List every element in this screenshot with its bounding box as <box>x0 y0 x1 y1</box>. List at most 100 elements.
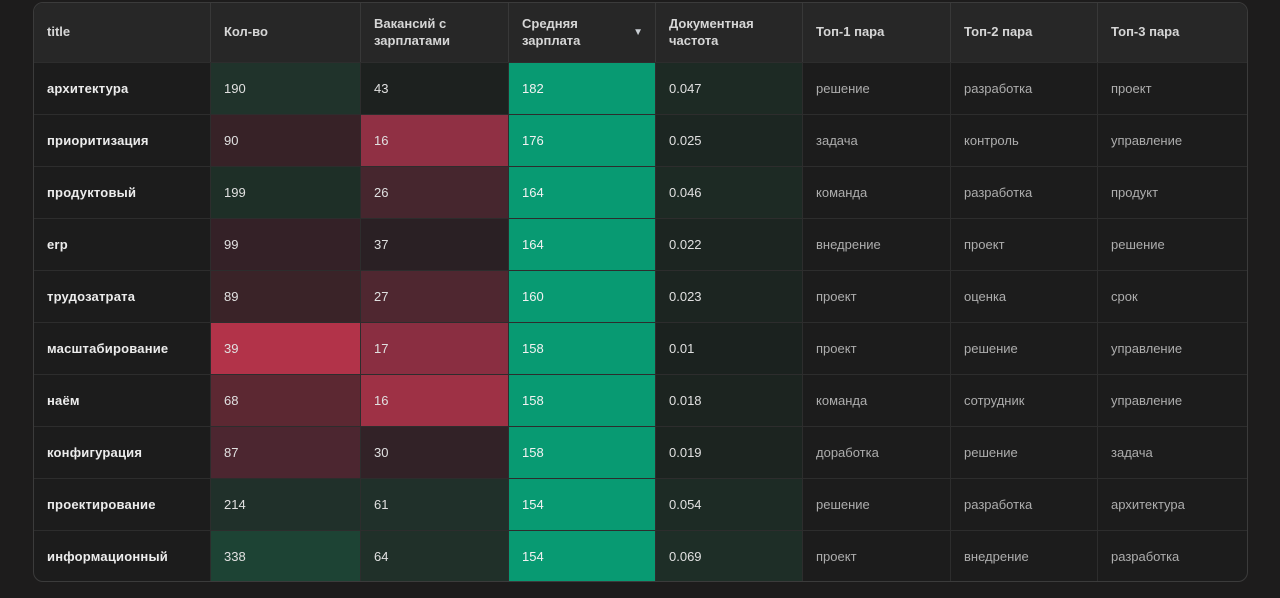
cell-top3: срок <box>1111 289 1138 304</box>
cell-top2: оценка <box>951 271 1098 322</box>
cell-top1: проект <box>803 323 951 374</box>
cell-doc_freq: 0.054 <box>656 479 803 530</box>
cell-top1: внедрение <box>803 219 951 270</box>
cell-count: 89 <box>211 271 361 322</box>
cell-top3: решение <box>1111 237 1165 252</box>
cell-doc_freq: 0.018 <box>656 375 803 426</box>
cell-with_salary: 26 <box>361 167 509 218</box>
table-row: информационный 338 64 154 0.069 проект внедрен… <box>34 530 1247 581</box>
cell-doc_freq: 0.069 <box>656 531 803 581</box>
cell-count: 338 <box>211 531 361 581</box>
cell-avg_salary: 160 <box>509 271 656 322</box>
cell-top3: продукт <box>1111 185 1159 200</box>
cell-title: проектирование <box>34 479 211 530</box>
cell-avg_salary: 176 <box>509 115 656 166</box>
cell-title: трудозатрата <box>34 271 211 322</box>
cell-top2: решение <box>951 323 1098 374</box>
cell-title: конфигурация <box>34 427 211 478</box>
column-header-doc_freq[interactable]: Документная частота <box>656 3 803 62</box>
table-row: продуктовый 199 26 164 0.046 команда разработк… <box>34 166 1247 218</box>
table-header-row: title Кол-во Вакансий с зарплатами Средняя … <box>34 3 1247 62</box>
cell-title: приоритизация <box>34 115 211 166</box>
cell-top1: команда <box>803 167 951 218</box>
cell-title: архитектура <box>34 63 211 114</box>
table-row: масштабирование 39 17 158 0.01 проект решение у… <box>34 322 1247 374</box>
table-row: приоритизация 90 16 176 0.025 задача контроль у… <box>34 114 1247 166</box>
cell-doc_freq: 0.019 <box>656 427 803 478</box>
cell-top2: контроль <box>951 115 1098 166</box>
cell-avg_salary: 158 <box>509 375 656 426</box>
cell-avg_salary: 154 <box>509 531 656 581</box>
column-header-top3[interactable]: Топ-3 пара <box>1098 3 1247 62</box>
cell-top2: разработка <box>951 167 1098 218</box>
cell-title: информационный <box>34 531 211 581</box>
cell-top1: проект <box>803 271 951 322</box>
cell-doc_freq: 0.025 <box>656 115 803 166</box>
cell-top1: проект <box>803 531 951 581</box>
cell-with_salary: 64 <box>361 531 509 581</box>
cell-top2: внедрение <box>951 531 1098 581</box>
cell-doc_freq: 0.023 <box>656 271 803 322</box>
cell-count: 214 <box>211 479 361 530</box>
cell-top2: сотрудник <box>951 375 1098 426</box>
cell-top3: управление <box>1111 341 1183 356</box>
cell-avg_salary: 158 <box>509 427 656 478</box>
cell-top3: разработка <box>1111 549 1180 564</box>
cell-doc_freq: 0.046 <box>656 167 803 218</box>
table-row: архитектура 190 43 182 0.047 решение разработк… <box>34 62 1247 114</box>
column-header-label: Средняя зарплата <box>522 16 581 48</box>
table-row: конфигурация 87 30 158 0.019 доработка решение… <box>34 426 1247 478</box>
column-header-label: Топ-1 пара <box>816 24 885 40</box>
cell-top1: задача <box>803 115 951 166</box>
cell-top1: команда <box>803 375 951 426</box>
cell-count: 190 <box>211 63 361 114</box>
cell-title: erp <box>34 219 211 270</box>
cell-top1: решение <box>803 479 951 530</box>
cell-title: продуктовый <box>34 167 211 218</box>
column-header-top2[interactable]: Топ-2 пара <box>951 3 1098 62</box>
column-header-avg_salary[interactable]: Средняя зарплата ▼ <box>509 3 656 62</box>
cell-with_salary: 27 <box>361 271 509 322</box>
cell-avg_salary: 164 <box>509 167 656 218</box>
cell-with_salary: 30 <box>361 427 509 478</box>
cell-with_salary: 37 <box>361 219 509 270</box>
cell-with_salary: 16 <box>361 115 509 166</box>
cell-count: 199 <box>211 167 361 218</box>
cell-count: 87 <box>211 427 361 478</box>
cell-top1: доработка <box>803 427 951 478</box>
column-header-title[interactable]: title <box>34 3 211 62</box>
cell-top3: архитектура <box>1111 497 1185 512</box>
cell-count: 39 <box>211 323 361 374</box>
table-row: erp 99 37 164 0.022 внедрение проект решение <box>34 218 1247 270</box>
cell-avg_salary: 154 <box>509 479 656 530</box>
cell-with_salary: 43 <box>361 63 509 114</box>
cell-top3: задача <box>1111 445 1153 460</box>
cell-doc_freq: 0.01 <box>656 323 803 374</box>
cell-top3: управление <box>1111 393 1183 408</box>
cell-top1: решение <box>803 63 951 114</box>
cell-top2: разработка <box>951 63 1098 114</box>
column-header-top1[interactable]: Топ-1 пара <box>803 3 951 62</box>
cell-avg_salary: 158 <box>509 323 656 374</box>
column-header-label: Топ-2 пара <box>964 24 1033 40</box>
cell-title: наём <box>34 375 211 426</box>
cell-with_salary: 61 <box>361 479 509 530</box>
table-body: архитектура 190 43 182 0.047 решение разработк… <box>34 62 1247 581</box>
cell-title: масштабирование <box>34 323 211 374</box>
column-header-count[interactable]: Кол-во <box>211 3 361 62</box>
table-row: проектирование 214 61 154 0.054 решение разраб… <box>34 478 1247 530</box>
cell-avg_salary: 182 <box>509 63 656 114</box>
cell-with_salary: 17 <box>361 323 509 374</box>
cell-avg_salary: 164 <box>509 219 656 270</box>
cell-top2: решение <box>951 427 1098 478</box>
cell-count: 68 <box>211 375 361 426</box>
column-header-with_salary[interactable]: Вакансий с зарплатами <box>361 3 509 62</box>
cell-with_salary: 16 <box>361 375 509 426</box>
column-header-label: Кол-во <box>224 24 268 40</box>
column-header-label: Вакансий с зарплатами <box>374 16 451 48</box>
cell-top3: проект <box>1111 81 1152 96</box>
cell-top2: разработка <box>951 479 1098 530</box>
table-row: трудозатрата 89 27 160 0.023 проект оценка срок <box>34 270 1247 322</box>
column-header-label: title <box>47 24 71 40</box>
cell-top3: управление <box>1111 133 1183 148</box>
